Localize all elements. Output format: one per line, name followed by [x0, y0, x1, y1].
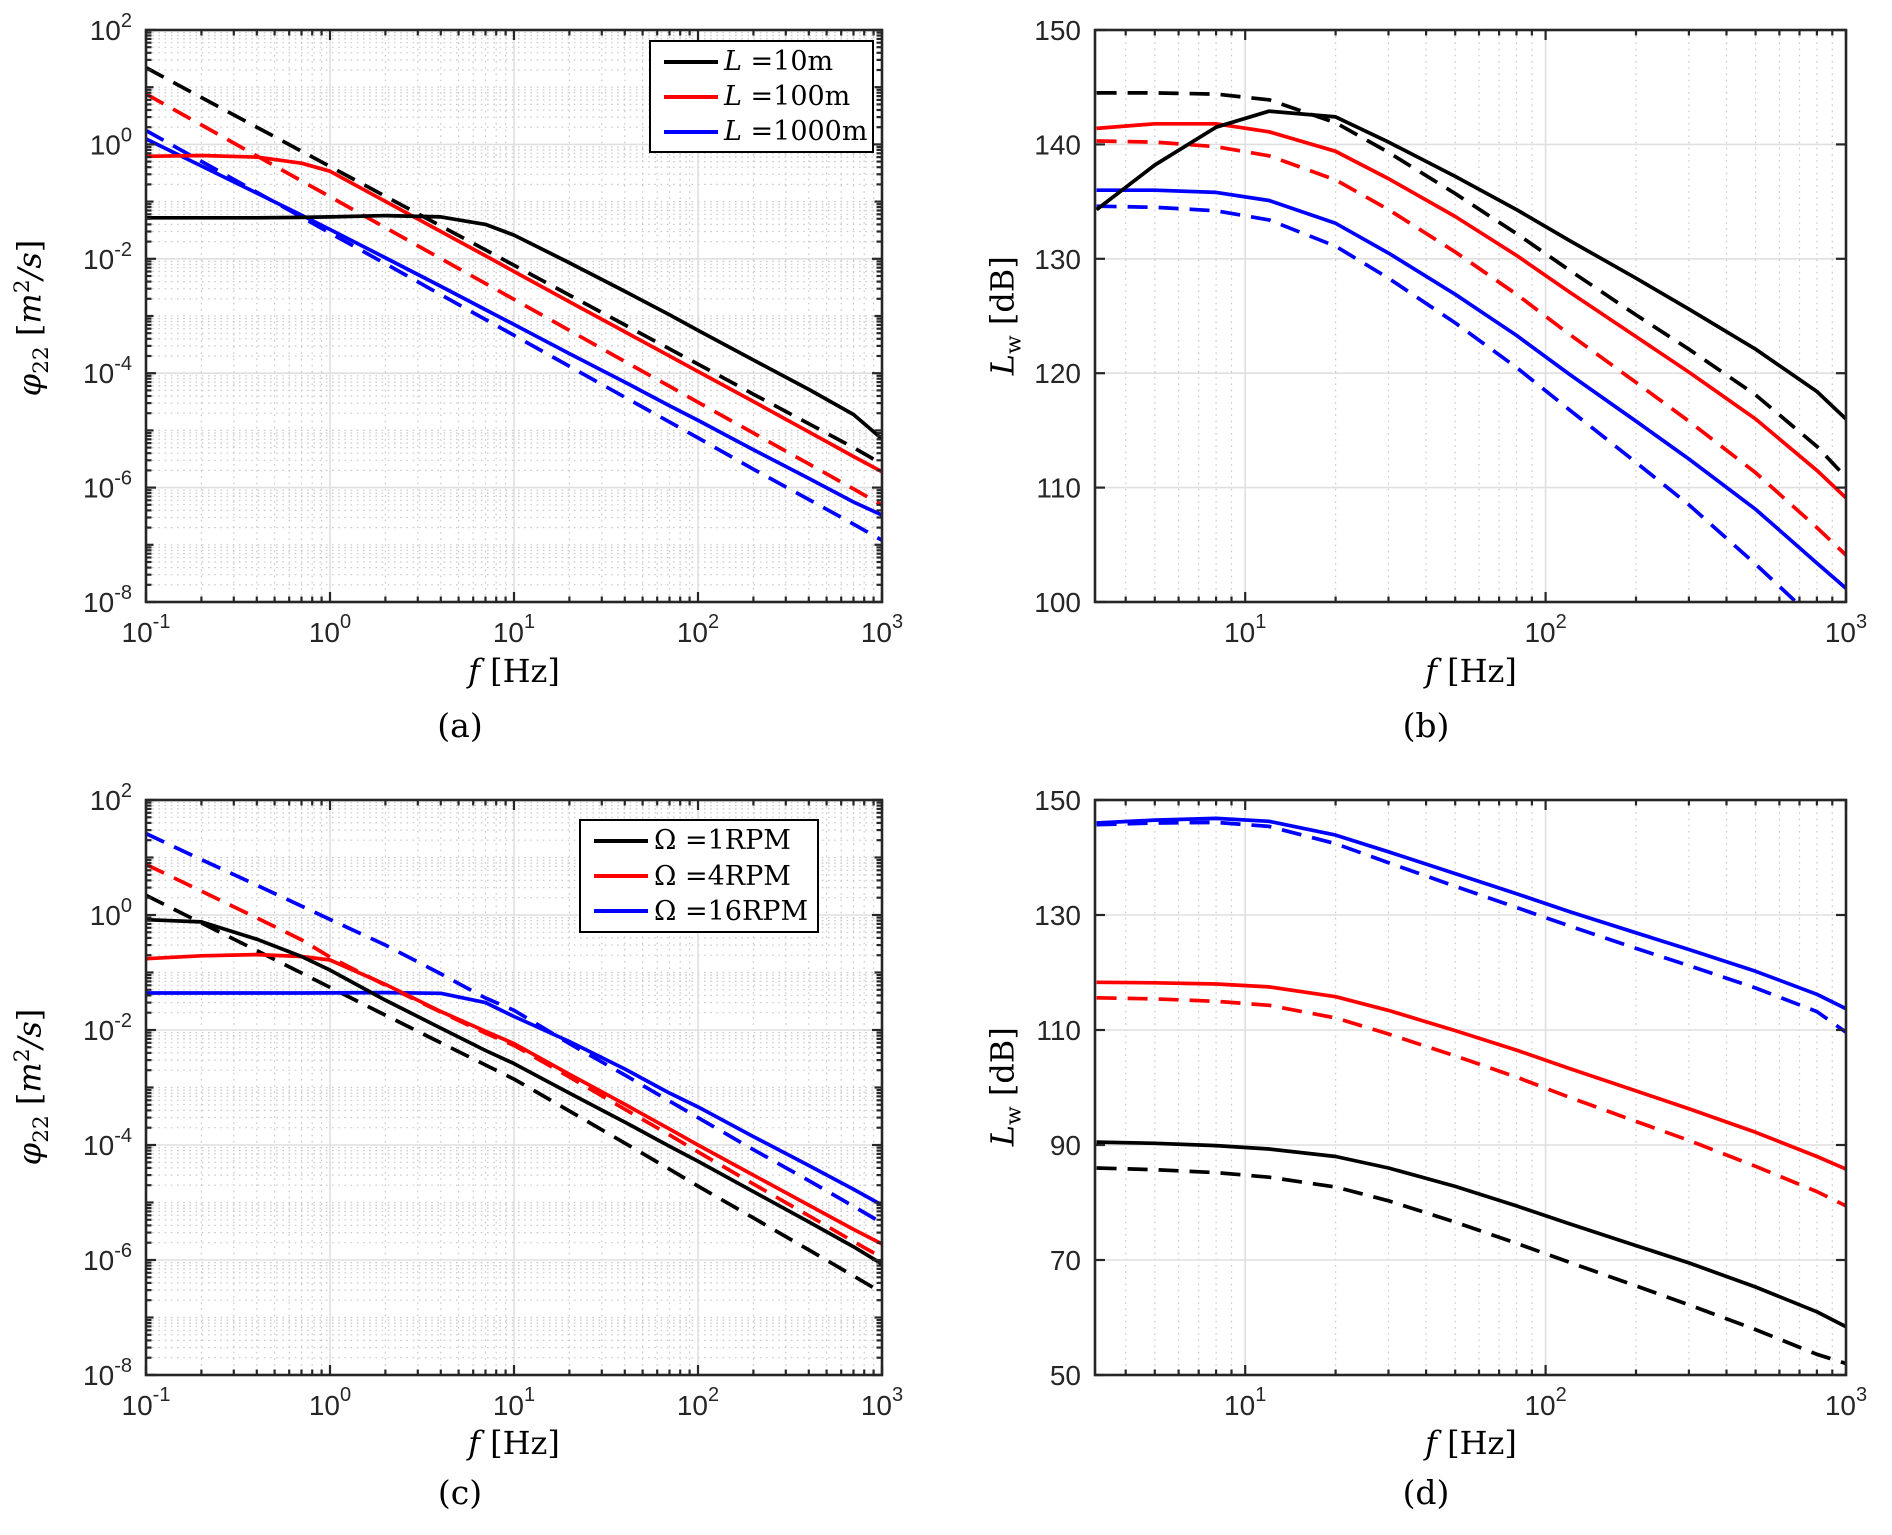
legend-item: L =1000m	[651, 116, 872, 147]
y-axis-label-a: φ22 [m2/s]	[9, 239, 55, 397]
svg-text:100: 100	[90, 895, 132, 931]
svg-text:103: 103	[861, 1384, 903, 1421]
svg-text:102: 102	[677, 1384, 719, 1421]
svg-text:10-2: 10-2	[83, 1010, 132, 1046]
legend-line-red	[664, 94, 718, 99]
svg-text:130: 130	[1034, 900, 1081, 931]
x-axis-label-b: f [Hz]	[1425, 652, 1517, 690]
svg-text:10-8: 10-8	[83, 582, 132, 618]
svg-text:150: 150	[1034, 785, 1081, 816]
svg-text:102: 102	[677, 611, 719, 648]
svg-text:100: 100	[90, 124, 132, 160]
legend-line-black	[594, 838, 648, 843]
svg-text:50: 50	[1050, 1360, 1081, 1391]
svg-text:102: 102	[1524, 1384, 1566, 1421]
panel-b-canvas: 101 102 103 100 110 120 130 140 150	[1034, 15, 1867, 648]
y-axis-label-b: Lw [dB]	[983, 256, 1027, 376]
svg-text:10-1: 10-1	[122, 1384, 171, 1421]
svg-text:101: 101	[493, 611, 535, 648]
svg-text:130: 130	[1034, 244, 1081, 275]
svg-text:103: 103	[861, 611, 903, 648]
svg-text:103: 103	[1825, 1384, 1867, 1421]
panel-d-canvas: 101 102 103 50 70 90 110 130 150	[1034, 785, 1867, 1421]
svg-text:102: 102	[1524, 611, 1566, 648]
legend-panel-c: Ω =1RPM Ω =4RPM Ω =16RPM	[579, 819, 819, 933]
svg-text:90: 90	[1050, 1130, 1081, 1161]
svg-text:102: 102	[90, 780, 132, 816]
legend-item: Ω =1RPM	[581, 825, 817, 856]
svg-text:101: 101	[1224, 611, 1266, 648]
legend-line-red	[594, 874, 648, 878]
legend-line-blue	[664, 129, 718, 134]
svg-text:10-4: 10-4	[83, 1125, 132, 1161]
legend-item: L =100m	[651, 81, 872, 112]
svg-text:10-1: 10-1	[122, 611, 171, 648]
svg-text:10-4: 10-4	[83, 353, 132, 389]
svg-text:10-6: 10-6	[83, 468, 132, 504]
panel-a-canvas: 10-1 100 101 102 103 102 100 10-2 10-4 10-6 10-8	[83, 10, 903, 648]
y-axis-label-d: Lw [dB]	[983, 1027, 1027, 1147]
legend-item: Ω =4RPM	[581, 861, 817, 892]
svg-text:120: 120	[1034, 358, 1081, 389]
panel-c-canvas: 10-1 100 101 102 103 102 100 10-2 10-4 10-6 10-8	[83, 780, 903, 1421]
svg-text:102: 102	[90, 10, 132, 46]
svg-text:100: 100	[309, 611, 351, 648]
legend-item: Ω =16RPM	[581, 896, 817, 927]
x-axis-label-a: f [Hz]	[468, 652, 560, 690]
svg-text:101: 101	[493, 1384, 535, 1421]
caption-b: (b)	[1402, 706, 1450, 745]
legend-line-black	[664, 59, 718, 64]
svg-text:140: 140	[1034, 129, 1081, 160]
svg-text:110: 110	[1036, 1015, 1081, 1046]
legend-panel-a: L =10m L =100m L =1000m	[649, 40, 874, 153]
svg-text:100: 100	[309, 1384, 351, 1421]
y-axis-label-c: φ22 [m2/s]	[9, 1008, 55, 1166]
x-axis-label-d: f [Hz]	[1425, 1424, 1517, 1462]
caption-a: (a)	[437, 706, 483, 745]
svg-text:150: 150	[1034, 15, 1081, 46]
legend-line-blue	[594, 909, 648, 914]
x-axis-label-c: f [Hz]	[468, 1424, 560, 1462]
svg-text:100: 100	[1034, 587, 1081, 618]
svg-text:101: 101	[1224, 1384, 1266, 1421]
svg-text:10-2: 10-2	[83, 239, 132, 275]
svg-text:103: 103	[1825, 611, 1867, 648]
caption-c: (c)	[437, 1473, 483, 1512]
svg-text:10-6: 10-6	[83, 1240, 132, 1276]
svg-text:70: 70	[1050, 1245, 1081, 1276]
svg-text:10-8: 10-8	[83, 1355, 132, 1391]
legend-item: L =10m	[651, 46, 872, 77]
svg-text:110: 110	[1036, 473, 1081, 504]
caption-d: (d)	[1402, 1473, 1450, 1512]
